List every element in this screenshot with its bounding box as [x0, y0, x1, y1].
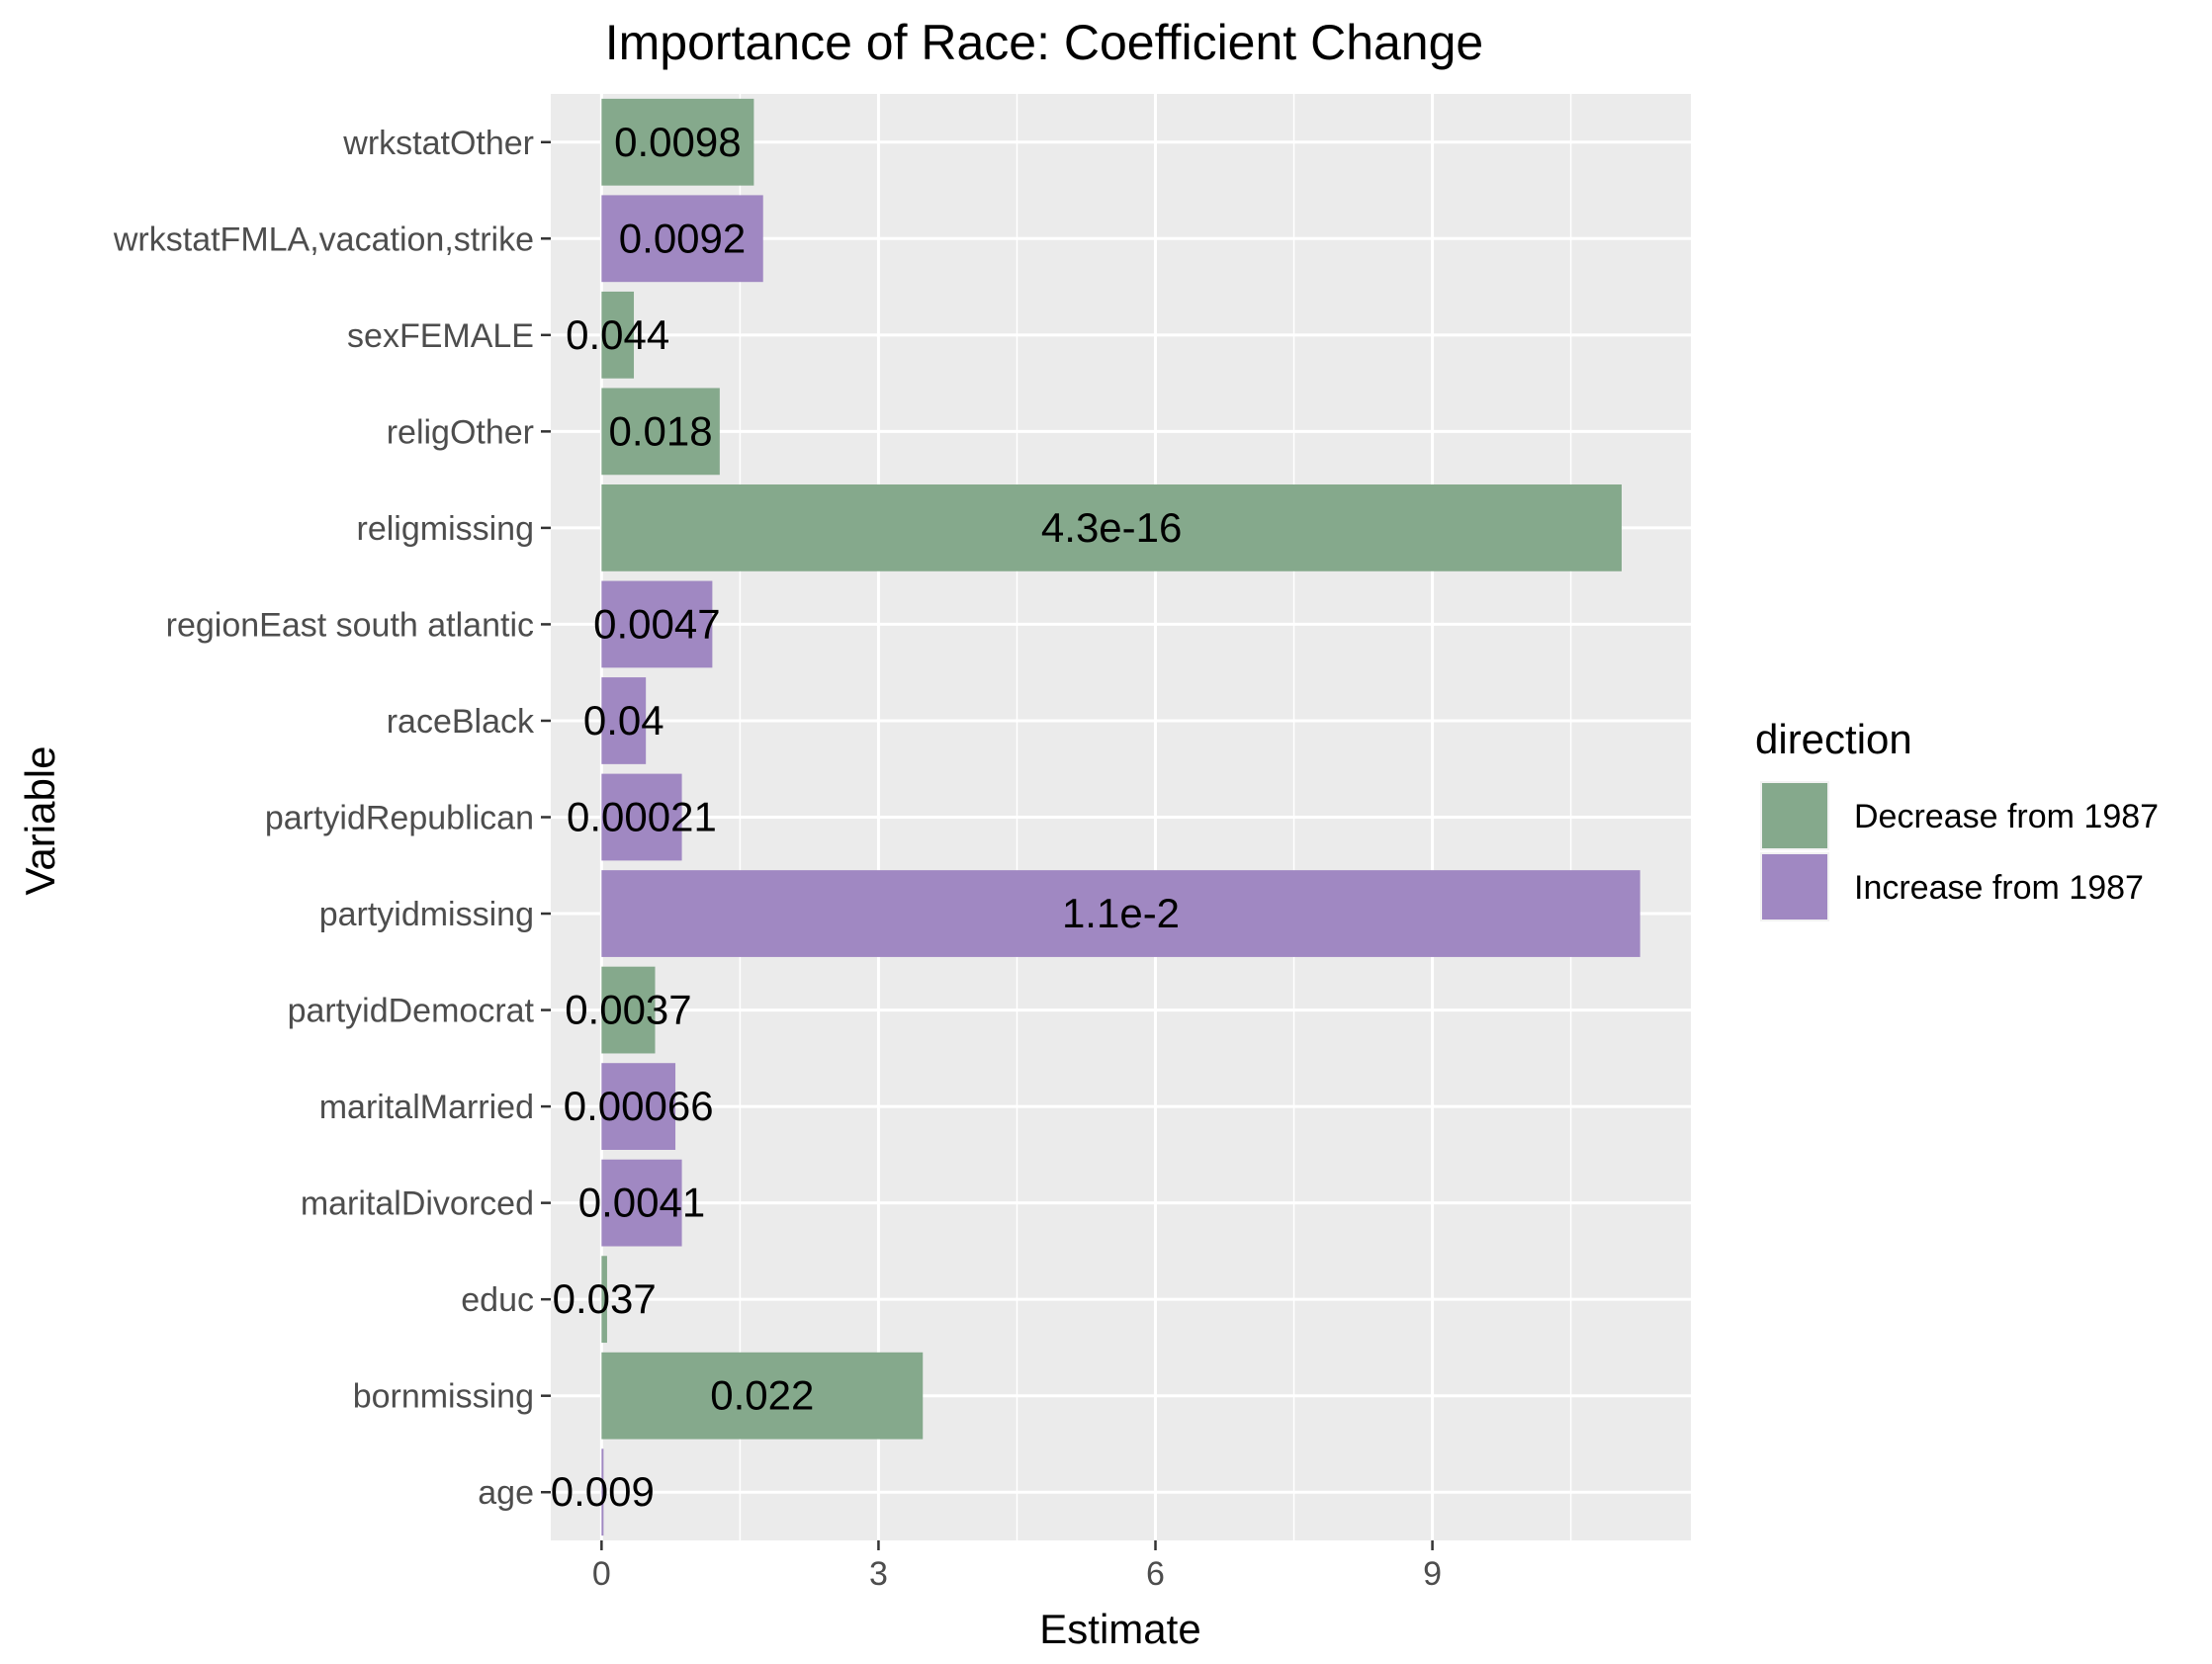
- data-label-partyidDemocrat: 0.0037: [565, 987, 691, 1033]
- data-label-regionEast south atlantic: 0.0047: [593, 600, 720, 647]
- bar-partyidRepublican: [601, 773, 682, 861]
- data-label-raceBlack: 0.04: [583, 697, 664, 744]
- data-label-religOther: 0.018: [609, 407, 713, 454]
- data-label-maritalDivorced: 0.0041: [578, 1180, 705, 1226]
- bar-maritalMarried: [601, 1063, 676, 1150]
- legend-label-decrease: Decrease from 1987: [1854, 798, 2159, 835]
- y-tick-label-sexFEMALE: sexFEMALE: [347, 317, 534, 355]
- x-tick-label: 6: [1146, 1555, 1165, 1593]
- bar-regionEast south atlantic: [601, 580, 713, 668]
- bar-wrkstatOther: [601, 98, 754, 186]
- data-label-maritalMarried: 0.00066: [564, 1083, 714, 1129]
- data-label-bornmissing: 0.022: [710, 1372, 814, 1419]
- y-tick-label-wrkstatFMLA,vacation,strike: wrkstatFMLA,vacation,strike: [113, 220, 534, 258]
- y-tick-label-partyidRepublican: partyidRepublican: [265, 800, 534, 837]
- legend-swatch-decrease: [1762, 783, 1827, 848]
- data-label-educ: 0.037: [553, 1275, 657, 1322]
- y-tick-label-wrkstatOther: wrkstatOther: [342, 125, 534, 162]
- y-axis-title: Variable: [17, 746, 63, 896]
- x-axis-title: Estimate: [1039, 1606, 1200, 1652]
- legend-swatch-increase: [1762, 854, 1827, 920]
- bar-wrkstatFMLA,vacation,strike: [601, 195, 763, 283]
- data-label-sexFEMALE: 0.044: [566, 311, 669, 358]
- y-tick-label-maritalMarried: maritalMarried: [319, 1089, 534, 1126]
- bar-sexFEMALE: [601, 291, 635, 379]
- data-label-wrkstatFMLA,vacation,strike: 0.0092: [619, 215, 746, 261]
- y-tick-label-religOther: religOther: [387, 413, 534, 451]
- bar-maritalDivorced: [601, 1159, 682, 1247]
- y-tick-label-raceBlack: raceBlack: [387, 703, 535, 741]
- bar-partyidmissing: [601, 870, 1640, 957]
- data-label-age: 0.009: [551, 1468, 655, 1515]
- y-tick-label-religmissing: religmissing: [357, 510, 535, 548]
- y-tick-label-educ: educ: [461, 1281, 534, 1319]
- legend-title: direction: [1755, 716, 1912, 762]
- bar-age: [601, 1448, 604, 1536]
- chart-title: Importance of Race: Coefficient Change: [605, 15, 1483, 70]
- y-tick-label-partyidDemocrat: partyidDemocrat: [288, 993, 535, 1030]
- bar-raceBlack: [601, 677, 647, 764]
- x-tick-label: 3: [869, 1555, 888, 1593]
- data-label-religmissing: 4.3e-16: [1041, 504, 1182, 551]
- x-tick-label: 9: [1423, 1555, 1442, 1593]
- legend: direction Decrease from 1987 Increase fro…: [1755, 716, 2159, 921]
- x-tick-label: 0: [592, 1555, 611, 1593]
- data-label-partyidmissing: 1.1e-2: [1062, 890, 1180, 936]
- y-tick-label-regionEast south atlantic: regionEast south atlantic: [166, 606, 534, 644]
- y-tick-label-bornmissing: bornmissing: [353, 1378, 534, 1416]
- data-label-wrkstatOther: 0.0098: [614, 119, 741, 165]
- plot-area: 0.0098 0.0092 0.044 0.018 4.3e-16 0.0047 0.04 0…: [113, 94, 1691, 1593]
- bar-bornmissing: [601, 1352, 924, 1440]
- bar-educ: [601, 1256, 607, 1344]
- data-label-partyidRepublican: 0.00021: [567, 794, 717, 840]
- bar-religOther: [601, 388, 720, 476]
- bar-religmissing: [601, 484, 1622, 571]
- y-tick-label-maritalDivorced: maritalDivorced: [301, 1185, 534, 1223]
- y-tick-label-age: age: [478, 1474, 534, 1512]
- data-labels: 0.0098 0.0092 0.044 0.018 4.3e-16 0.0047 0.04 0…: [551, 119, 1182, 1515]
- legend-label-increase: Increase from 1987: [1854, 869, 2144, 907]
- bar-partyidDemocrat: [601, 966, 656, 1054]
- y-tick-label-partyidmissing: partyidmissing: [319, 896, 534, 933]
